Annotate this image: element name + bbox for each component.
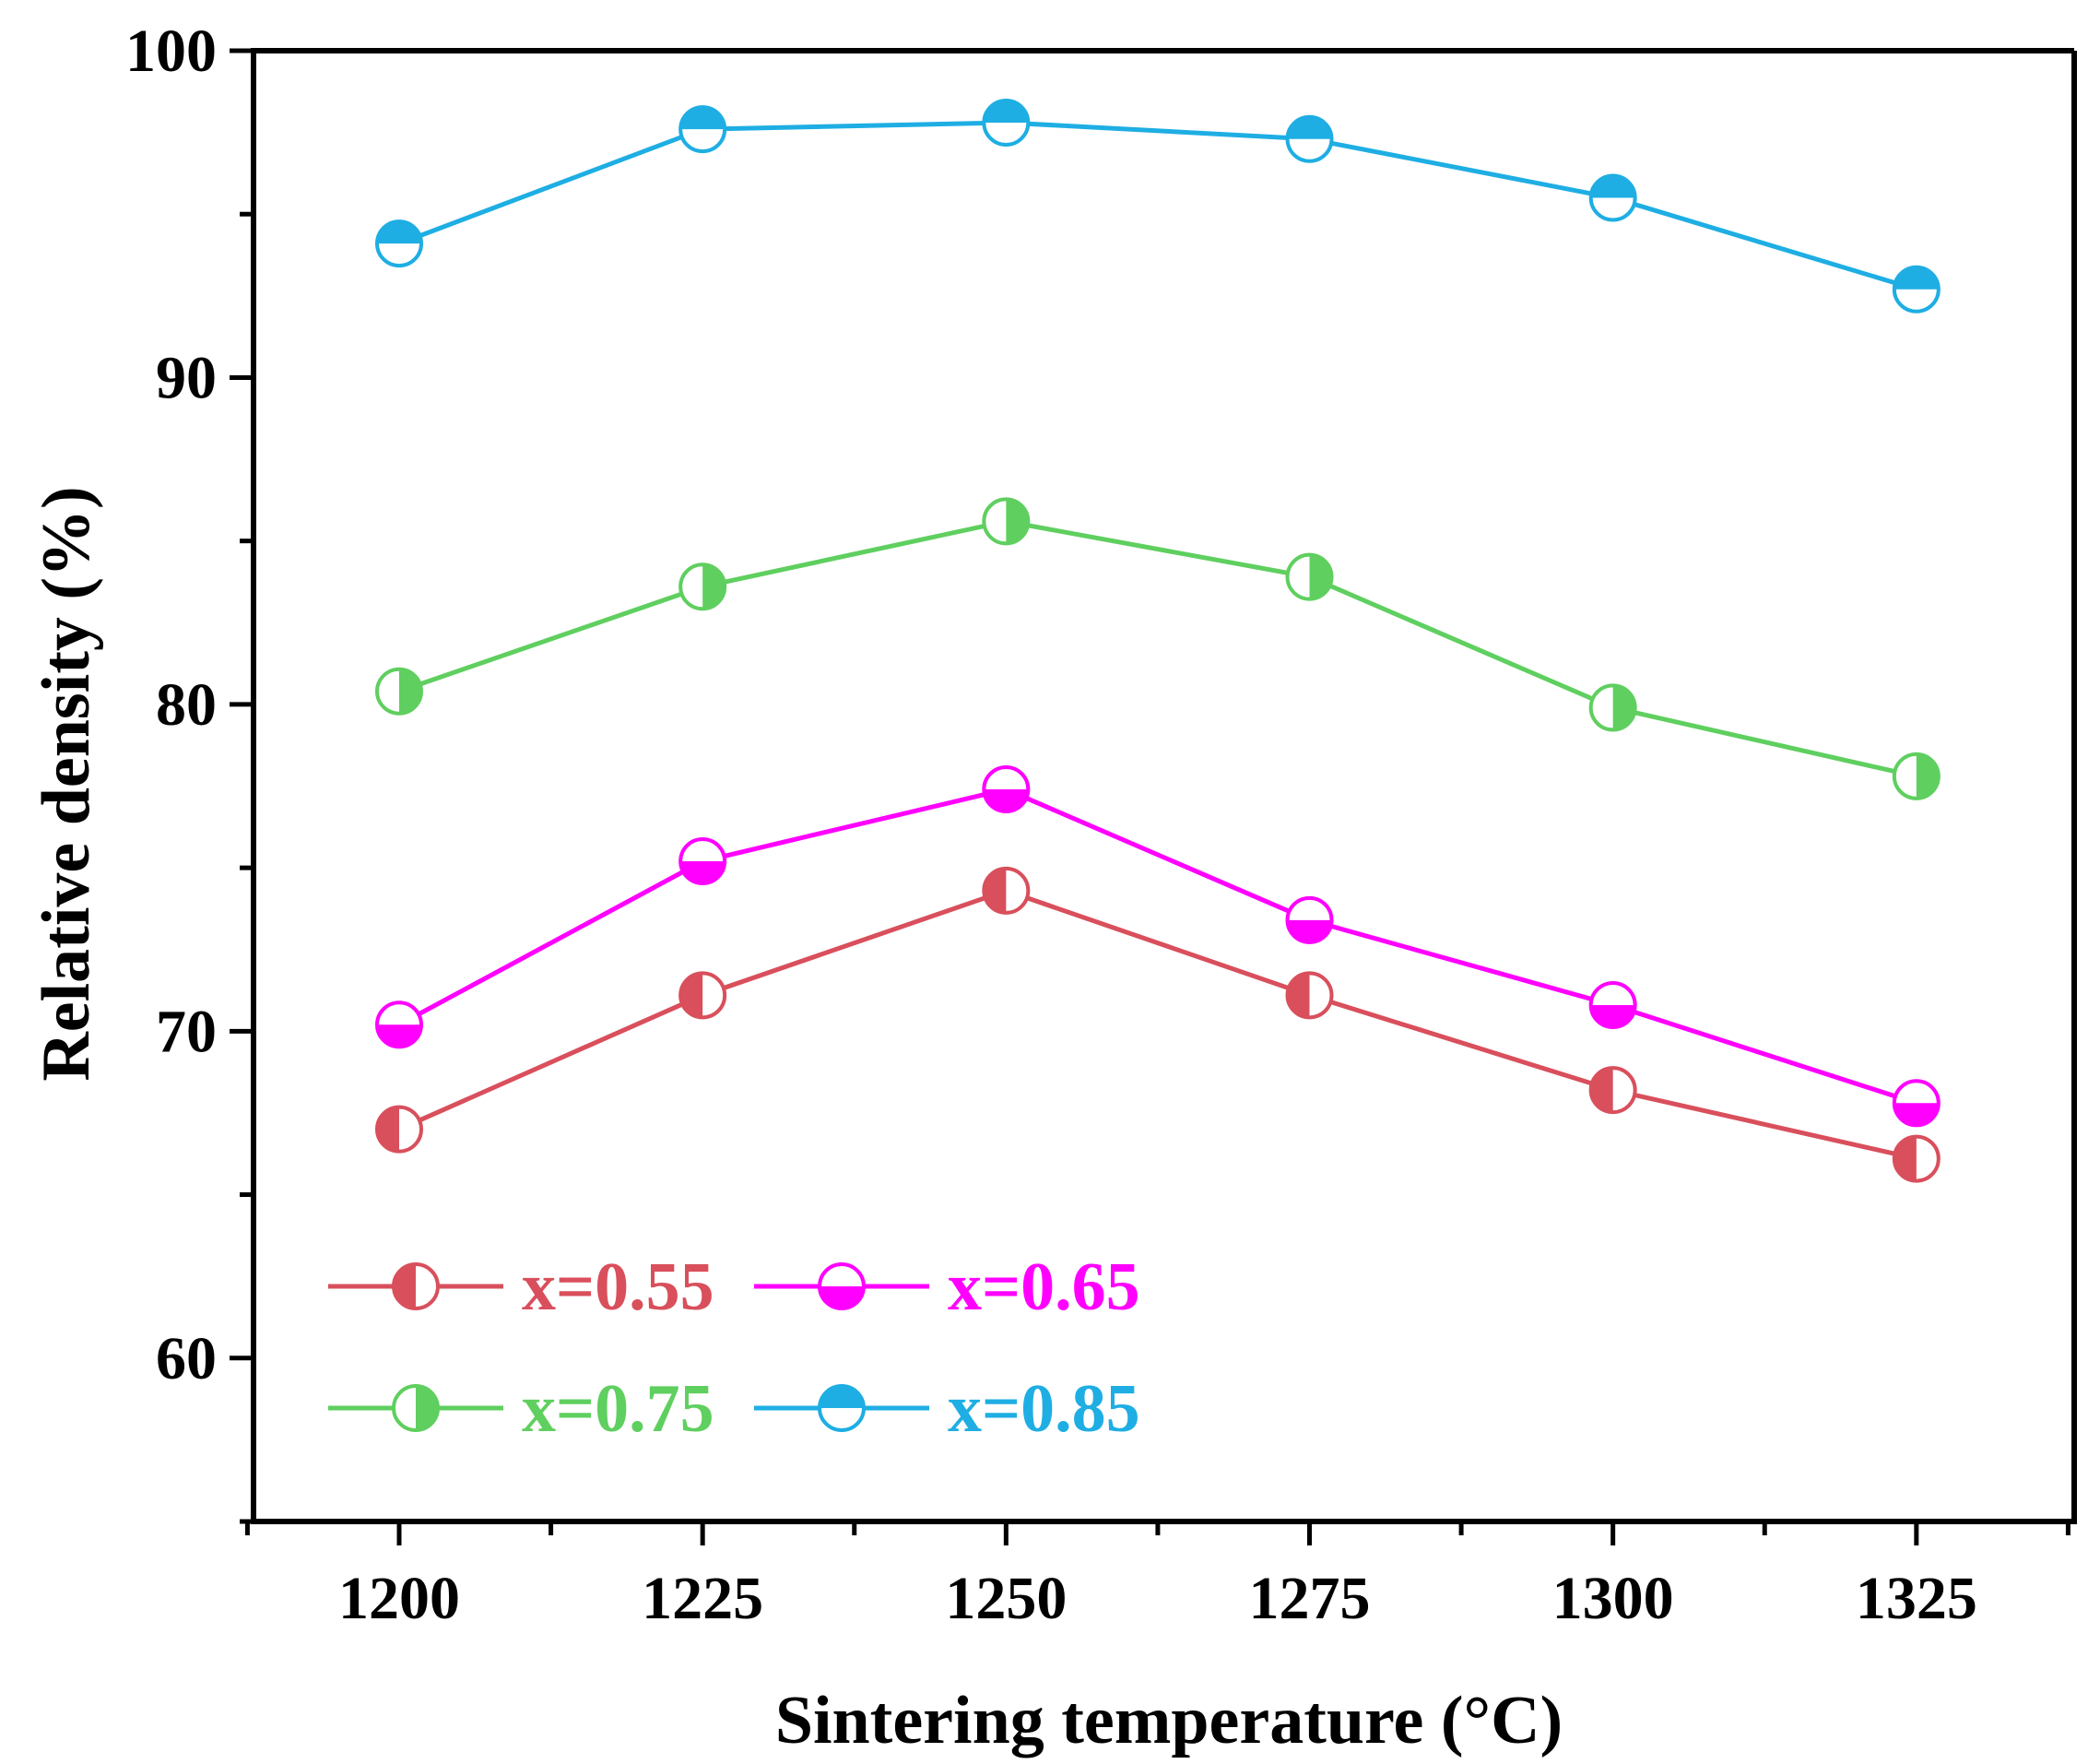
plot-frame — [251, 48, 2077, 1524]
data-point — [1588, 1066, 1637, 1115]
y-tick-label: 60 — [156, 1325, 217, 1392]
y-tick-label: 80 — [156, 671, 217, 739]
series-line-2 — [397, 787, 1917, 1106]
x-tick-label: 1300 — [1552, 1565, 1674, 1632]
data-point — [375, 1105, 423, 1154]
series-line-4 — [398, 120, 1917, 292]
legend-label: x=0.75 — [522, 1371, 714, 1447]
y-tick-label: 70 — [156, 998, 217, 1065]
x-tick-label: 1250 — [945, 1565, 1067, 1632]
data-point — [375, 219, 423, 268]
legend: x=0.55 x=0.65 x=0.75 x=0.85 — [328, 1249, 1140, 1447]
data-point — [678, 837, 727, 886]
legend-label: x=0.65 — [948, 1249, 1140, 1325]
series-line-3 — [398, 518, 1917, 779]
x-tick-label: 1225 — [642, 1565, 763, 1632]
data-point — [1892, 752, 1941, 800]
x-tick-label: 1200 — [338, 1565, 460, 1632]
series-markers — [375, 98, 1941, 1183]
data-point — [1285, 971, 1334, 1020]
y-axis-title: Relative density (%) — [29, 486, 104, 1081]
legend-label: x=0.85 — [948, 1371, 1140, 1447]
data-point — [1892, 1079, 1941, 1128]
legend-marker — [392, 1384, 440, 1432]
data-point — [375, 1000, 423, 1049]
legend-marker — [392, 1262, 440, 1310]
data-point — [1588, 683, 1637, 732]
data-point — [1588, 980, 1637, 1029]
data-point — [1285, 114, 1334, 163]
x-axis-title: Sintering temperature (°C) — [775, 1683, 1563, 1758]
legend-entry-3: x=0.75 — [328, 1371, 714, 1447]
legend-label: x=0.55 — [522, 1249, 714, 1325]
data-point — [1892, 265, 1941, 314]
legend-entry-4: x=0.85 — [754, 1371, 1140, 1447]
series-lines — [397, 120, 1917, 1162]
x-tick-label: 1325 — [1856, 1565, 1977, 1632]
data-point — [678, 971, 727, 1020]
axis-ticks — [230, 48, 2071, 1545]
legend-marker — [818, 1384, 866, 1432]
data-point — [1285, 552, 1334, 601]
legend-marker — [818, 1262, 866, 1310]
tick-labels: 60 70 80 90 100 1200 1225 1250 1275 1300 1325 — [125, 18, 1977, 1632]
data-point — [982, 98, 1031, 147]
data-point — [678, 105, 727, 154]
y-tick-label: 90 — [156, 344, 217, 411]
data-point — [375, 667, 423, 716]
data-point — [1285, 895, 1334, 944]
data-point — [1892, 1134, 1941, 1183]
legend-entry-1: x=0.55 — [328, 1249, 714, 1325]
data-point — [678, 562, 727, 611]
data-point — [982, 866, 1031, 915]
data-point — [982, 765, 1031, 814]
data-point — [1588, 173, 1637, 222]
x-tick-label: 1275 — [1249, 1565, 1371, 1632]
y-tick-label: 100 — [125, 18, 217, 85]
data-point — [982, 497, 1031, 546]
series-line-1 — [397, 888, 1917, 1162]
legend-entry-2: x=0.65 — [754, 1249, 1140, 1325]
